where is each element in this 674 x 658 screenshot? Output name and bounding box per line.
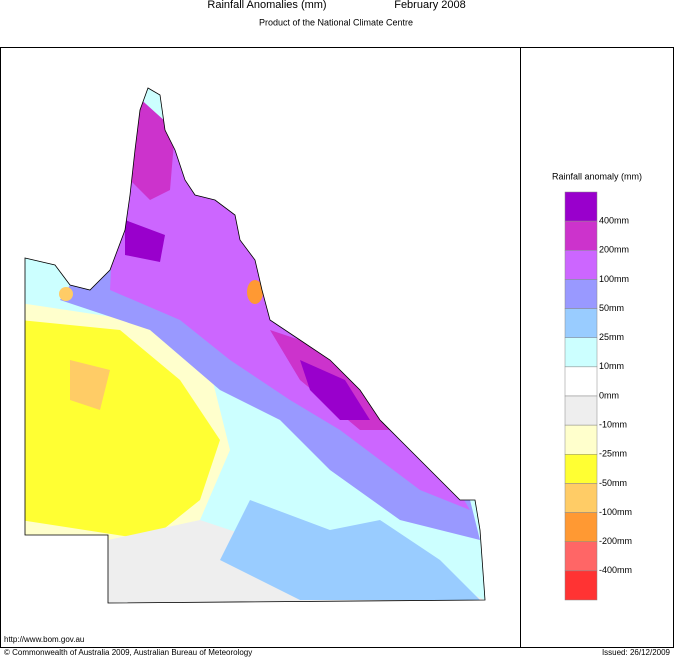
subtitle: Product of the National Climate Centre: [259, 17, 413, 27]
legend-swatch: [564, 424, 598, 455]
legend-swatch: [564, 191, 598, 222]
title: Rainfall Anomalies (mm): [207, 0, 326, 11]
legend-title: Rainfall anomaly (mm): [552, 171, 642, 181]
legend-label: 400mm: [599, 216, 629, 226]
legend-swatch: [564, 512, 598, 542]
legend-swatch: [564, 337, 598, 368]
legend-label: 50mm: [599, 303, 624, 313]
legend-swatch: [564, 308, 598, 338]
legend-label: -100mm: [599, 507, 632, 517]
legend-swatch: [564, 454, 598, 484]
map: [25, 88, 485, 603]
legend-label: -400mm: [599, 565, 632, 575]
legend-swatch: [564, 366, 598, 397]
legend-label: 200mm: [599, 245, 629, 255]
legend-label: -10mm: [599, 420, 627, 430]
period: February 2008: [394, 0, 466, 11]
footer-url: http://www.bom.gov.au: [4, 635, 84, 644]
legend-label: -50mm: [599, 478, 627, 488]
legend-label: 100mm: [599, 274, 629, 284]
legend-swatch: [564, 395, 598, 426]
legend-swatch: [564, 250, 598, 280]
legend-swatch: [564, 220, 598, 251]
legend-label: 10mm: [599, 361, 624, 371]
state-outline: [24, 87, 486, 604]
legend-swatch: [564, 570, 598, 601]
footer-copyright: © Commonwealth of Australia 2009, Austra…: [4, 648, 252, 657]
legend-label: 0mm: [599, 390, 619, 400]
footer-issued: Issued: 26/12/2009: [602, 648, 671, 657]
legend: 400mm 200mm 100mm 50mm 25mm 10mm 0mm -10mm -25mm…: [564, 191, 632, 601]
legend-swatch: [564, 483, 598, 513]
legend-label: -25mm: [599, 449, 627, 459]
legend-label: 25mm: [599, 332, 624, 342]
legend-swatch: [564, 279, 598, 309]
legend-swatch: [564, 541, 598, 572]
legend-label: -200mm: [599, 536, 632, 546]
